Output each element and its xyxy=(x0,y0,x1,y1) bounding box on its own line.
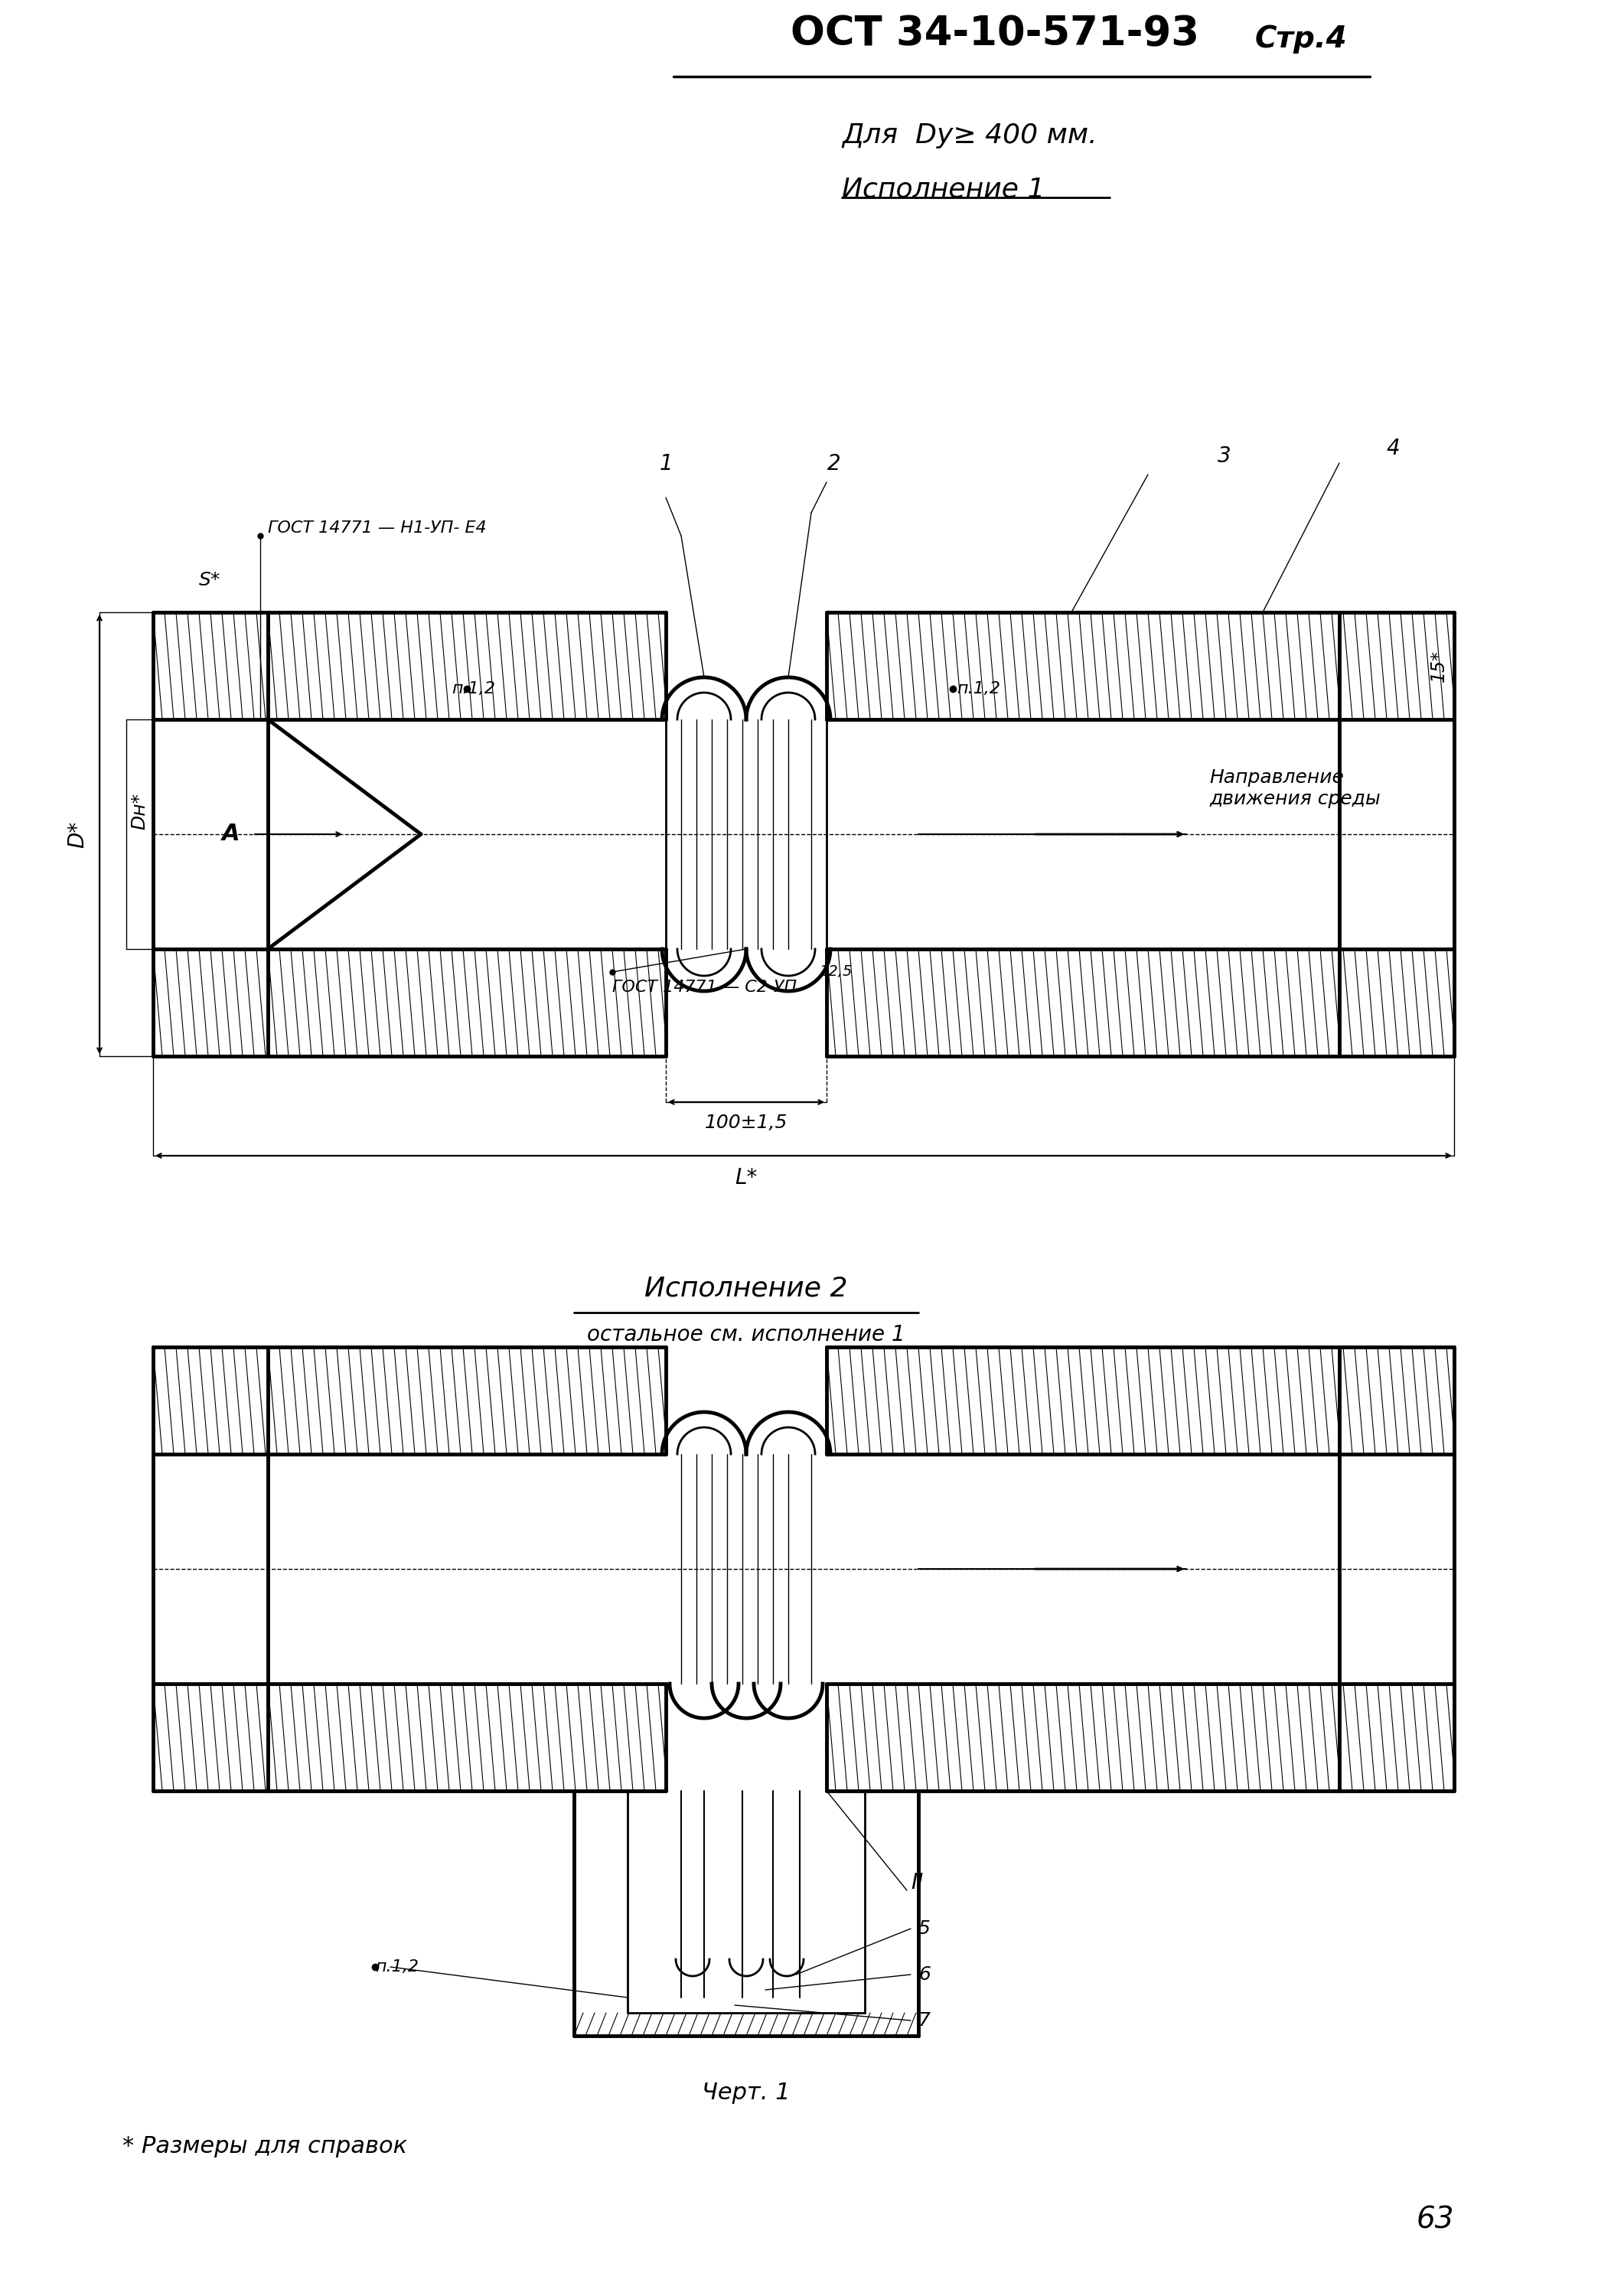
Text: ГОСТ 14771 — Н1-УП- Е4: ГОСТ 14771 — Н1-УП- Е4 xyxy=(268,521,487,535)
Text: 1: 1 xyxy=(659,452,672,475)
Text: 3: 3 xyxy=(1218,445,1231,466)
Text: п.1,2: п.1,2 xyxy=(451,682,495,696)
Text: Исполнение 2: Исполнение 2 xyxy=(645,1274,848,1302)
Text: A: A xyxy=(222,824,240,845)
Text: 4: 4 xyxy=(1387,439,1400,459)
Text: ГОСТ 14771 — С2-УП: ГОСТ 14771 — С2-УП xyxy=(612,980,797,994)
Text: 6: 6 xyxy=(919,1965,931,1984)
Text: 63: 63 xyxy=(1416,2206,1453,2234)
Text: 5: 5 xyxy=(919,1919,931,1938)
Text: L*: L* xyxy=(736,1166,757,1189)
Text: Направление
движения среды: Направление движения среды xyxy=(1210,769,1380,808)
Text: Стр.4: Стр.4 xyxy=(1255,25,1348,53)
Text: 100±1,5: 100±1,5 xyxy=(705,1114,788,1132)
Text: Dн*: Dн* xyxy=(130,792,148,829)
Text: II: II xyxy=(911,1871,922,1894)
Text: 2: 2 xyxy=(828,452,841,475)
Text: S*: S* xyxy=(200,572,221,590)
Text: Черт. 1: Черт. 1 xyxy=(702,2082,791,2103)
Text: 15*: 15* xyxy=(1429,650,1449,682)
Text: п.1,2: п.1,2 xyxy=(375,1958,419,1975)
Text: D*: D* xyxy=(67,820,88,847)
Text: Исполнение 1: Исполнение 1 xyxy=(841,177,1044,202)
Text: * Размеры для справок: * Размеры для справок xyxy=(122,2135,408,2158)
Text: 12,5: 12,5 xyxy=(818,964,853,978)
Text: п.1,2: п.1,2 xyxy=(957,682,1000,696)
Text: ОСТ 34-10-571-93: ОСТ 34-10-571-93 xyxy=(791,14,1199,53)
Text: 7: 7 xyxy=(919,2011,931,2030)
Text: Для  Dy≥ 400 мм.: Для Dy≥ 400 мм. xyxy=(841,122,1098,149)
Text: остальное см. исполнение 1: остальное см. исполнение 1 xyxy=(588,1325,905,1345)
